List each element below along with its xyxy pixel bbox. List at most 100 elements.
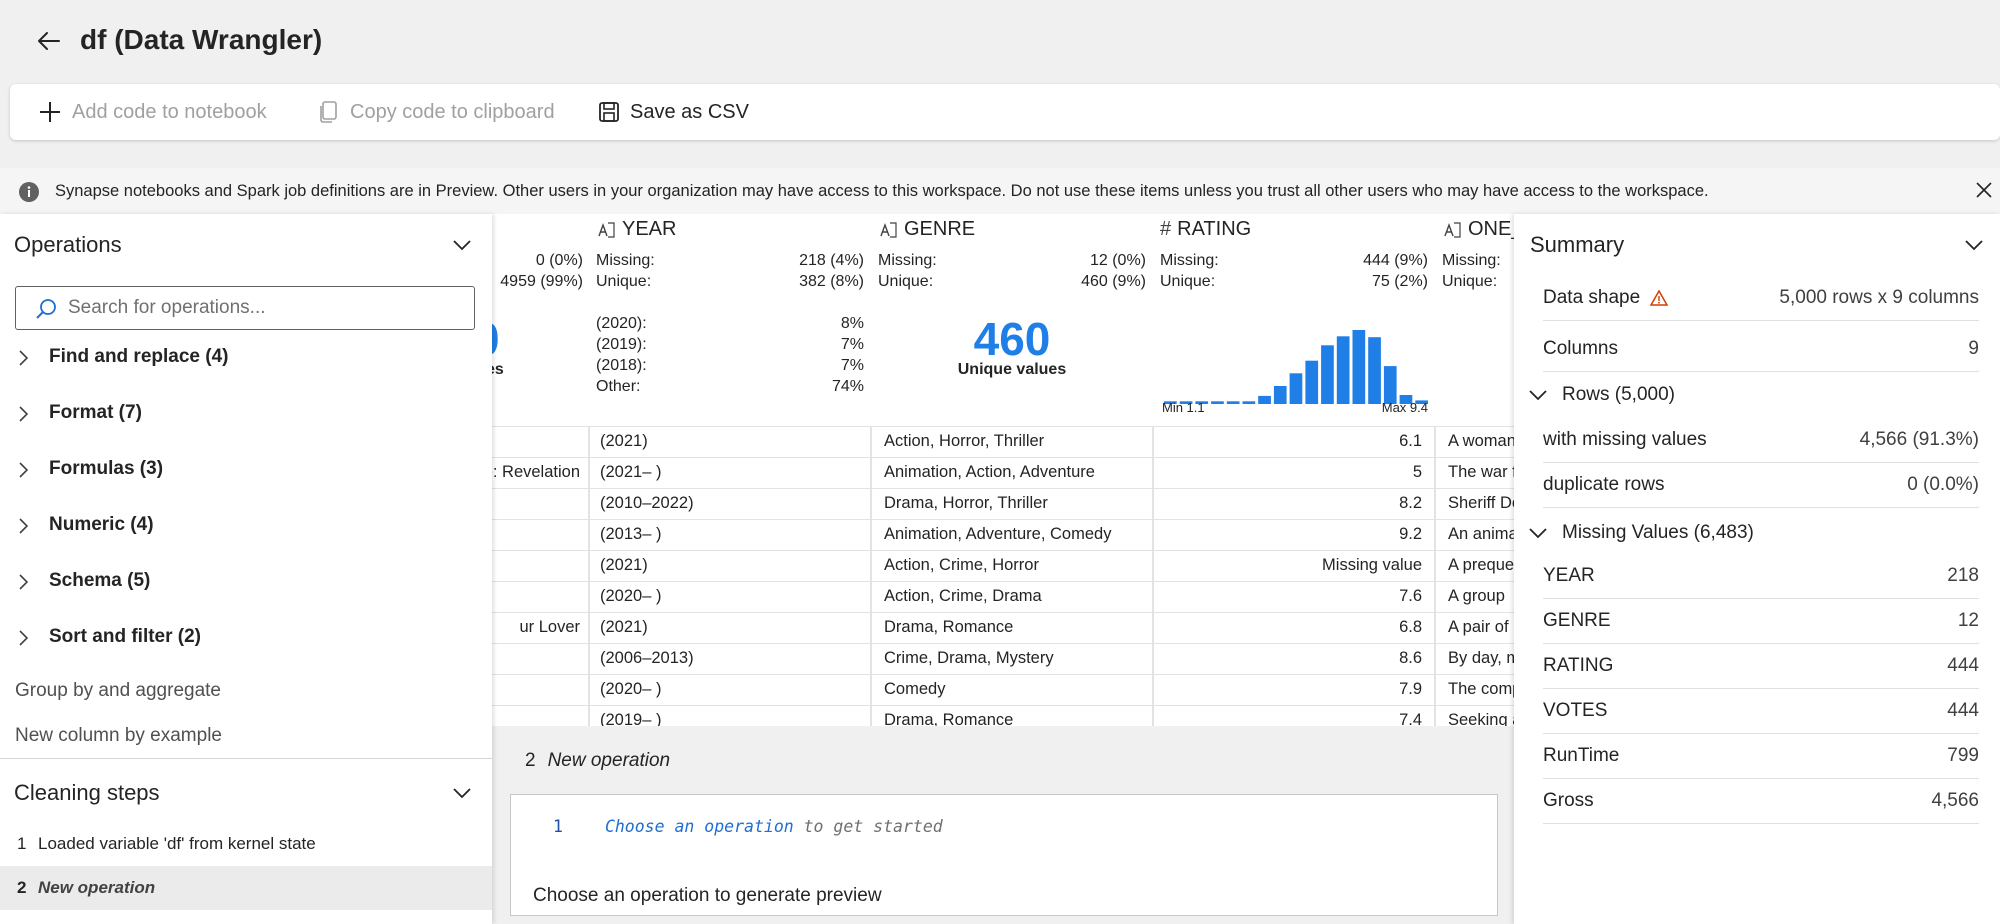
step-label: New operation [38, 878, 156, 897]
grid-cell-rating[interactable]: 6.8 [1399, 618, 1422, 636]
grid-cell-year[interactable]: (2021) [600, 618, 648, 636]
code-placeholder-text: to get started [803, 817, 943, 836]
code-editor[interactable]: 1 Choose an operation to get started Choo… [510, 794, 1498, 916]
grid-cell-rating[interactable]: 9.2 [1399, 525, 1422, 543]
grid-cell-year[interactable]: (2021– ) [600, 463, 662, 481]
op-group-format[interactable]: Format (7) [0, 394, 492, 434]
grid-cell-year[interactable]: (2010–2022) [600, 494, 694, 512]
grid-cell-rating[interactable]: 5 [1412, 463, 1422, 481]
op-group-sort-filter[interactable]: Sort and filter (2) [0, 618, 492, 658]
column-name: GENRE [904, 218, 976, 240]
grid-cell-year[interactable]: (2020– ) [600, 680, 662, 698]
grid-cell-one[interactable]: An anima [1448, 525, 1518, 543]
grid-cell-genre[interactable]: Drama, Romance [884, 711, 1014, 726]
op-group-by-aggregate[interactable]: Group by and aggregate [15, 680, 221, 701]
chevron-down-icon[interactable] [452, 786, 472, 800]
histogram-bar [1164, 401, 1177, 404]
grid-cell-rating[interactable]: Missing value [1322, 556, 1422, 574]
arrow-left-icon [38, 32, 60, 50]
grid-cell-rating[interactable]: 6.1 [1399, 432, 1422, 450]
grid-cell-rating[interactable]: 7.6 [1399, 587, 1422, 605]
grid-cell-one[interactable]: By day, m [1448, 649, 1521, 667]
new-operation-heading: 2 New operation [525, 750, 670, 772]
grid-cell-genre[interactable]: Action, Crime, Horror [884, 556, 1039, 574]
grid-cell-one[interactable]: A group [1448, 587, 1505, 605]
grid-cell-rating[interactable]: 8.6 [1399, 649, 1422, 667]
missing-value-row: RATING 444 [1543, 644, 1979, 689]
chevron-down-icon[interactable] [452, 238, 472, 252]
cleaning-steps-title: Cleaning steps [14, 780, 160, 805]
partial-missing: 0 (0%) [535, 252, 583, 269]
add-code-label: Add code to notebook [72, 100, 267, 123]
grid-cell-year[interactable]: (2006–2013) [600, 649, 694, 667]
text-type-icon [598, 221, 615, 238]
search-input[interactable] [68, 295, 458, 321]
grid-cell-genre[interactable]: Drama, Horror, Thriller [884, 494, 1048, 512]
missing-col: GENRE [1543, 610, 1611, 631]
grid-cell-year[interactable]: (2013– ) [600, 525, 662, 543]
column-header-year[interactable]: YEAR [596, 218, 676, 241]
missing-value-row: Gross 4,566 [1543, 779, 1979, 824]
grid-cell-genre[interactable]: Crime, Drama, Mystery [884, 649, 1054, 667]
summary-title: Summary [1530, 232, 1625, 257]
column-divider [870, 426, 872, 726]
column-header-one-line[interactable]: ONE_ [1442, 218, 1522, 241]
copy-code-button[interactable]: Copy code to clipboard [318, 84, 555, 140]
grid-cell-rating[interactable]: 8.2 [1399, 494, 1422, 512]
column-header-rating[interactable]: # RATING [1160, 218, 1251, 241]
rows-section-label: Rows (5,000) [1562, 384, 1675, 405]
choose-operation-link[interactable]: Choose an operation [604, 817, 794, 836]
data-shape-value: 5,000 rows x 9 columns [1779, 287, 1979, 308]
search-icon [36, 299, 56, 319]
grid-cell-genre[interactable]: Animation, Adventure, Comedy [884, 525, 1112, 543]
cleaning-step-active[interactable]: 2 New operation [0, 866, 492, 910]
chevron-down-icon[interactable] [1964, 238, 1984, 252]
grid-cell-prev[interactable]: ur Lover [519, 618, 580, 636]
op-group-find-replace[interactable]: Find and replace (4) [0, 338, 492, 378]
grid-cell-one[interactable]: Seeking a [1448, 711, 1522, 726]
chevron-down-icon [1529, 390, 1547, 401]
save-csv-button[interactable]: Save as CSV [598, 84, 749, 140]
op-new-column-by-example[interactable]: New column by example [15, 725, 222, 746]
grid-cell-one[interactable]: The comp [1448, 680, 1522, 698]
grid-cell-genre[interactable]: Comedy [884, 680, 946, 698]
save-icon [599, 102, 619, 122]
grid-cell-rating[interactable]: 7.4 [1399, 711, 1422, 726]
op-group-numeric[interactable]: Numeric (4) [0, 506, 492, 546]
grid-cell-prev[interactable]: e: Revelation [483, 463, 580, 481]
column-header-genre[interactable]: GENRE [878, 218, 975, 241]
add-code-button[interactable]: Add code to notebook [38, 84, 267, 140]
close-icon[interactable] [1974, 180, 1994, 200]
grid-cell-one[interactable]: A woman [1448, 432, 1516, 450]
grid-cell-genre[interactable]: Action, Crime, Drama [884, 587, 1042, 605]
grid-cell-year[interactable]: (2021) [600, 556, 648, 574]
genre-missing-value: 12 (0%) [1089, 252, 1146, 269]
back-button[interactable] [34, 26, 64, 56]
op-title: New operation [547, 750, 671, 771]
missing-col: Gross [1543, 790, 1594, 811]
op-group-formulas[interactable]: Formulas (3) [0, 450, 492, 490]
op-group-schema[interactable]: Schema (5) [0, 562, 492, 602]
histogram-bar [1415, 400, 1428, 404]
duplicate-rows-value: 0 (0.0%) [1907, 474, 1979, 495]
summary-columns: Columns 9 [1543, 327, 1979, 372]
grid-cell-one[interactable]: A pair of [1448, 618, 1509, 636]
grid-cell-year[interactable]: (2020– ) [600, 587, 662, 605]
grid-cell-year[interactable]: (2021) [600, 432, 648, 450]
grid-cell-one[interactable]: A preque [1448, 556, 1515, 574]
year-top-pct: 7% [840, 336, 864, 353]
missing-value-row: GENRE 12 [1543, 599, 1979, 644]
grid-cell-year[interactable]: (2019– ) [600, 711, 662, 726]
grid-cell-genre[interactable]: Animation, Action, Adventure [884, 463, 1095, 481]
cleaning-step[interactable]: 1 Loaded variable 'df' from kernel state [0, 822, 492, 866]
missing-values-label: Missing Values (6,483) [1562, 522, 1754, 543]
grid-cell-genre[interactable]: Drama, Romance [884, 618, 1014, 636]
grid-cell-one[interactable]: The war f [1448, 463, 1517, 481]
grid-cell-one[interactable]: Sheriff De [1448, 494, 1522, 512]
operations-search[interactable] [15, 286, 475, 330]
grid-cell-genre[interactable]: Action, Horror, Thriller [884, 432, 1045, 450]
histogram-bar [1352, 330, 1366, 404]
grid-cell-rating[interactable]: 7.9 [1399, 680, 1422, 698]
preview-banner: Synapse notebooks and Spark job definiti… [0, 168, 2000, 214]
column-name: YEAR [622, 218, 677, 240]
